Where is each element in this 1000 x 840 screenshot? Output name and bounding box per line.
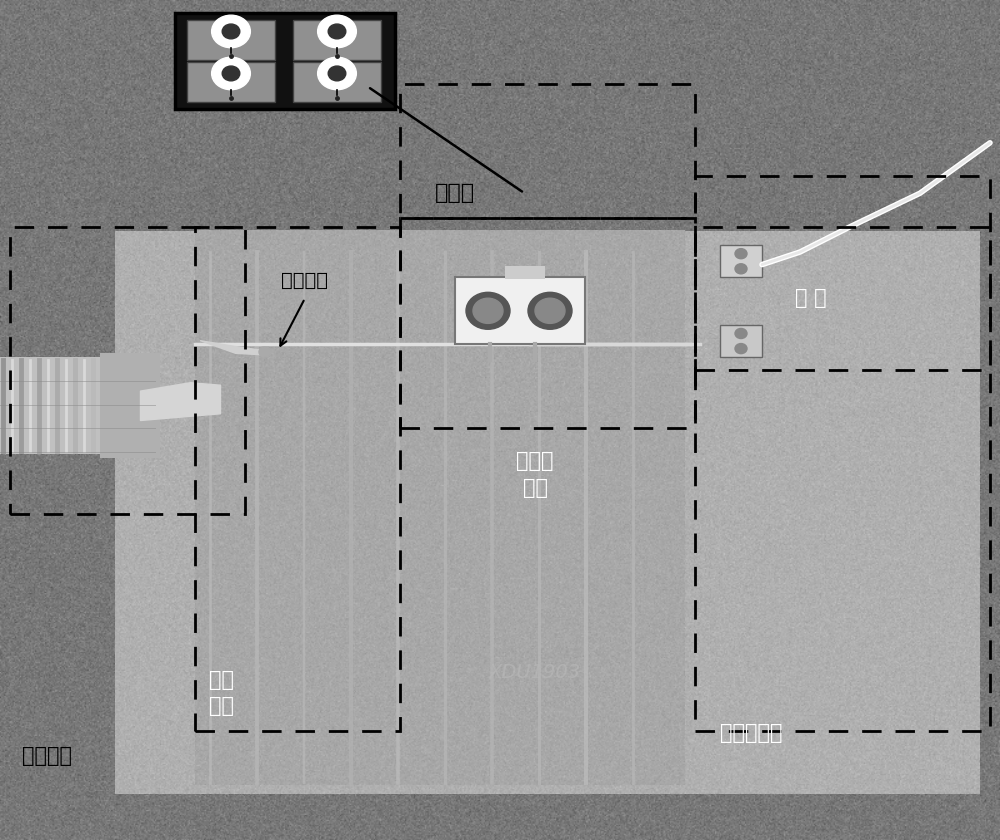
Text: 整流器: 整流器 bbox=[435, 183, 475, 203]
Circle shape bbox=[318, 15, 356, 48]
Bar bbox=[293, 62, 381, 102]
Circle shape bbox=[212, 57, 250, 90]
Circle shape bbox=[528, 292, 572, 329]
Circle shape bbox=[735, 264, 747, 274]
Circle shape bbox=[735, 249, 747, 259]
Bar bbox=[187, 62, 275, 102]
Bar bbox=[0, 357, 140, 454]
Circle shape bbox=[466, 292, 510, 329]
Bar bbox=[10, 227, 245, 514]
Bar bbox=[695, 176, 990, 370]
Circle shape bbox=[328, 66, 346, 81]
Circle shape bbox=[222, 24, 240, 39]
Bar bbox=[720, 325, 762, 357]
Bar bbox=[695, 227, 990, 731]
Text: XDU1903: XDU1903 bbox=[489, 663, 581, 681]
Circle shape bbox=[212, 15, 250, 48]
Circle shape bbox=[735, 328, 747, 339]
Bar bbox=[455, 277, 585, 344]
Circle shape bbox=[259, 347, 271, 357]
Bar bbox=[400, 84, 695, 218]
Bar bbox=[187, 20, 275, 60]
Circle shape bbox=[473, 298, 503, 323]
Circle shape bbox=[222, 66, 240, 81]
Bar bbox=[293, 20, 381, 60]
Text: 匹配
电路: 匹配 电路 bbox=[210, 669, 234, 717]
Text: 负 载: 负 载 bbox=[795, 288, 827, 308]
Text: 隔直电容: 隔直电容 bbox=[282, 270, 328, 290]
Circle shape bbox=[328, 24, 346, 39]
Bar bbox=[195, 227, 400, 731]
Bar bbox=[720, 245, 762, 277]
Circle shape bbox=[735, 344, 747, 354]
Bar bbox=[400, 218, 695, 428]
Bar bbox=[100, 353, 160, 458]
Bar bbox=[505, 266, 545, 279]
Text: 输出滤波器: 输出滤波器 bbox=[720, 723, 782, 743]
Bar bbox=[175, 13, 395, 109]
Circle shape bbox=[535, 298, 565, 323]
Text: 输入端口: 输入端口 bbox=[22, 746, 72, 766]
Text: 输入滤
波器: 输入滤 波器 bbox=[516, 451, 554, 498]
Circle shape bbox=[318, 57, 356, 90]
